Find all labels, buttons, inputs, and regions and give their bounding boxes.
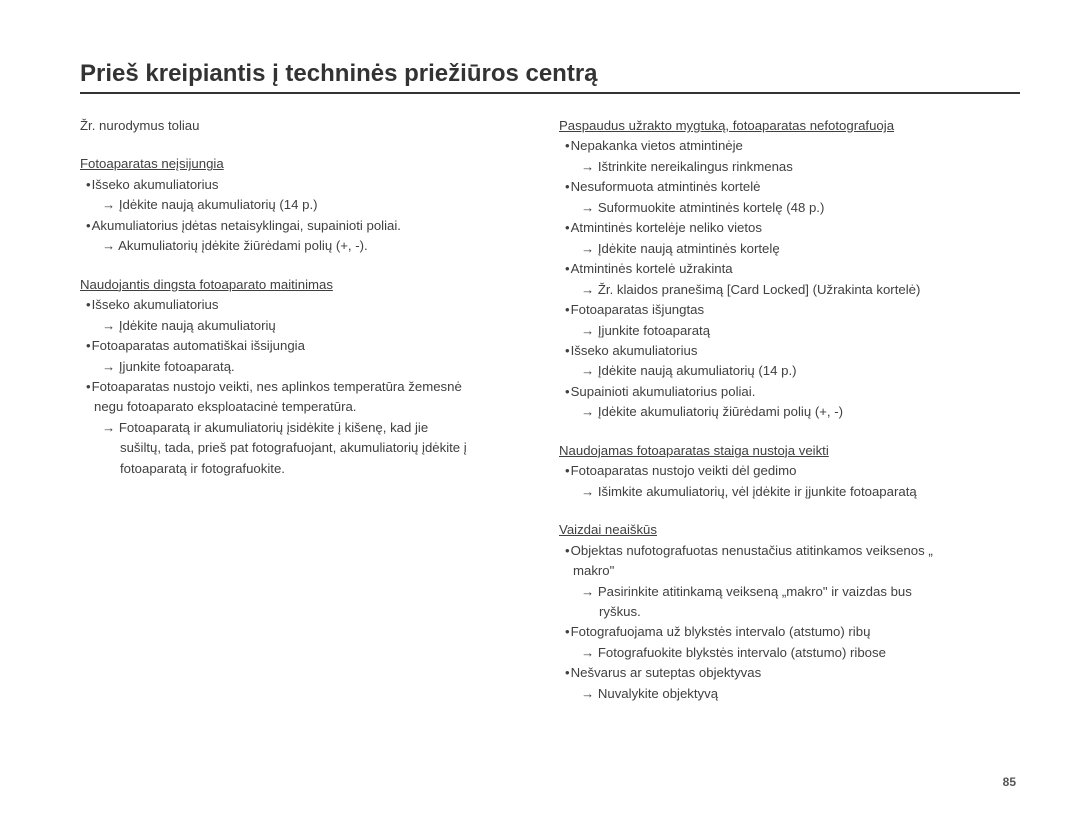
bullet-item: Fotoaparatas automatiškai išsijungia: [80, 336, 541, 356]
arrow-cont: fotoaparatą ir fotografuokite.: [80, 459, 541, 479]
bullet-item: Akumuliatorius įdėtas netaisyklingai, su…: [80, 216, 541, 236]
arrow-item: Ištrinkite nereikalingus rinkmenas: [559, 157, 1020, 177]
section-no-shoot: Paspaudus užrakto mygtuką, fotoaparatas …: [559, 116, 1020, 423]
section-head: Fotoaparatas neįsijungia: [80, 154, 541, 174]
page-number: 85: [1003, 775, 1016, 789]
bullet-item: Atmintinės kortelė užrakinta: [559, 259, 1020, 279]
bullet-item: Objektas nufotografuotas nenustačius ati…: [559, 541, 1020, 561]
bullet-item: Supainioti akumuliatorius poliai.: [559, 382, 1020, 402]
arrow-item: Pasirinkite atitinkamą veikseną „makro" …: [559, 582, 1020, 602]
right-column: Paspaudus užrakto mygtuką, fotoaparatas …: [559, 116, 1020, 722]
bullet-item: Išseko akumuliatorius: [80, 295, 541, 315]
bullet-item: Nepakanka vietos atmintinėje: [559, 136, 1020, 156]
section-head: Naudojamas fotoaparatas staiga nustoja v…: [559, 441, 1020, 461]
arrow-item: Žr. klaidos pranešimą [Card Locked] (Užr…: [559, 280, 1020, 300]
arrow-item: Įdėkite akumuliatorių žiūrėdami polių (+…: [559, 402, 1020, 422]
bullet-cont: negu fotoaparato eksploatacinė temperatū…: [80, 397, 541, 417]
arrow-item: Nuvalykite objektyvą: [559, 684, 1020, 704]
arrow-cont: ryškus.: [559, 602, 1020, 622]
bullet-item: Atmintinės kortelėje neliko vietos: [559, 218, 1020, 238]
section-sudden-stop: Naudojamas fotoaparatas staiga nustoja v…: [559, 441, 1020, 502]
arrow-cont: sušiltų, tada, prieš pat fotografuojant,…: [80, 438, 541, 458]
section-camera-no-power: Fotoaparatas neįsijungia Išseko akumulia…: [80, 154, 541, 256]
bullet-item: Fotoaparatas nustojo veikti dėl gedimo: [559, 461, 1020, 481]
bullet-item: Išseko akumuliatorius: [559, 341, 1020, 361]
content-columns: Žr. nurodymus toliau Fotoaparatas neįsij…: [80, 116, 1020, 722]
bullet-item: Fotoaparatas išjungtas: [559, 300, 1020, 320]
bullet-item: Fotoaparatas nustojo veikti, nes aplinko…: [80, 377, 541, 397]
arrow-item: Įdėkite naują akumuliatorių: [80, 316, 541, 336]
arrow-item: Suformuokite atmintinės kortelę (48 p.): [559, 198, 1020, 218]
arrow-item: Akumuliatorių įdėkite žiūrėdami polių (+…: [80, 236, 541, 256]
section-head: Vaizdai neaiškūs: [559, 520, 1020, 540]
arrow-item: Fotoaparatą ir akumuliatorių įsidėkite į…: [80, 418, 541, 438]
bullet-item: Išseko akumuliatorius: [80, 175, 541, 195]
section-blurry: Vaizdai neaiškūs Objektas nufotografuota…: [559, 520, 1020, 704]
arrow-item: Fotografuokite blykstės intervalo (atstu…: [559, 643, 1020, 663]
bullet-item: Nešvarus ar suteptas objektyvas: [559, 663, 1020, 683]
section-head: Naudojantis dingsta fotoaparato maitinim…: [80, 275, 541, 295]
arrow-item: Išimkite akumuliatorių, vėl įdėkite ir į…: [559, 482, 1020, 502]
intro-text: Žr. nurodymus toliau: [80, 116, 541, 136]
section-head: Paspaudus užrakto mygtuką, fotoaparatas …: [559, 116, 1020, 136]
page-title: Prieš kreipiantis į techninės priežiūros…: [80, 60, 1020, 94]
left-column: Žr. nurodymus toliau Fotoaparatas neįsij…: [80, 116, 541, 722]
arrow-item: Įjunkite fotoaparatą: [559, 321, 1020, 341]
section-power-loss: Naudojantis dingsta fotoaparato maitinim…: [80, 275, 541, 480]
arrow-item: Įjunkite fotoaparatą.: [80, 357, 541, 377]
arrow-item: Įdėkite naują atmintinės kortelę: [559, 239, 1020, 259]
bullet-item: Nesuformuota atmintinės kortelė: [559, 177, 1020, 197]
bullet-item: Fotografuojama už blykstės intervalo (at…: [559, 622, 1020, 642]
arrow-item: Įdėkite naują akumuliatorių (14 p.): [80, 195, 541, 215]
bullet-cont: makro": [559, 561, 1020, 581]
arrow-item: Įdėkite naują akumuliatorių (14 p.): [559, 361, 1020, 381]
